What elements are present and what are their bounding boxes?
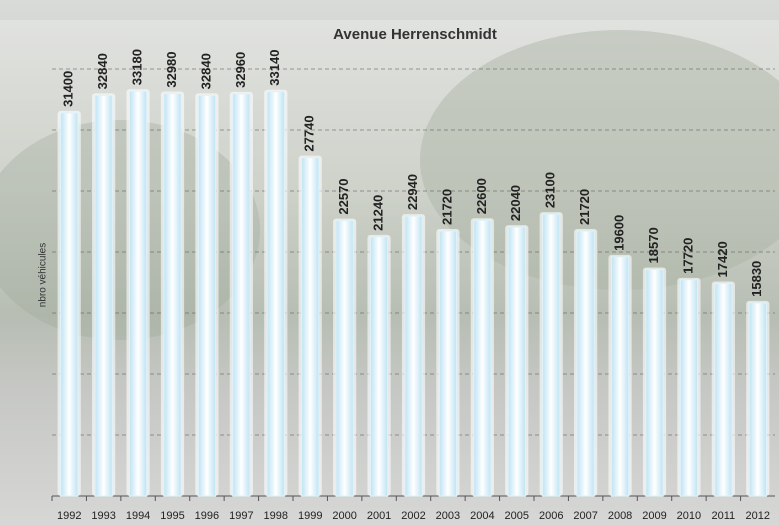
x-tick-label: 2001 [367,510,391,522]
data-label: 23100 [543,172,558,208]
x-tick-label: 2003 [436,510,460,522]
bar [404,215,423,497]
bar [714,282,733,497]
x-tick-label: 2004 [470,510,494,522]
bar [369,236,389,497]
x-tick-label: 1993 [91,510,115,522]
bar [542,213,561,497]
x-tick-label: 1997 [229,510,253,522]
bar [748,302,767,497]
chart-title: Avenue Herrenschmidt [333,26,497,43]
bar [197,94,217,497]
bar [60,112,79,497]
x-tick-label: 1992 [57,510,81,522]
x-tick-label: 2006 [539,510,563,522]
x-tick-label: 1995 [160,510,184,522]
data-label: 33140 [267,50,282,86]
data-label: 17420 [715,241,730,277]
x-tick-label: 2009 [642,510,666,522]
bar [473,219,492,497]
bar [266,91,285,497]
bar [645,268,664,497]
x-tick-label: 1998 [264,510,288,522]
x-tick-label: 2012 [746,510,770,522]
x-tick-label: 1994 [126,510,150,522]
data-label: 32960 [233,52,248,88]
y-axis-label: nbro véhicules [38,243,49,307]
data-label: 31400 [61,71,76,107]
bar [576,230,595,497]
bar [301,157,320,497]
bar [163,93,182,497]
x-tick-label: 2008 [608,510,632,522]
data-label: 33180 [130,49,145,85]
x-tick-label: 2011 [712,510,736,522]
data-label: 18570 [646,227,661,263]
data-label: 21720 [439,189,454,225]
data-label: 27740 [302,115,317,151]
data-label: 32980 [164,51,179,87]
x-tick-label: 2007 [573,510,597,522]
bar [335,220,354,497]
bar [94,94,113,497]
data-label: 22600 [474,178,489,214]
data-label: 32840 [95,53,110,89]
x-tick-label: 2002 [401,510,425,522]
x-tick-label: 2000 [332,510,356,522]
x-tick-label: 2005 [505,510,529,522]
data-label: 15830 [749,261,764,297]
bar [438,230,458,497]
data-label: 19600 [612,215,627,251]
trees [420,30,779,290]
data-label: 32840 [198,53,213,89]
bar [507,226,526,497]
bar [679,279,699,497]
x-tick-label: 1996 [195,510,219,522]
data-label: 17720 [680,238,695,274]
bar [610,256,630,497]
bar [128,90,148,497]
data-label: 21720 [577,189,592,225]
data-label: 22570 [336,178,351,214]
data-label: 22040 [508,185,523,221]
data-label: 22940 [405,174,420,210]
data-label: 21240 [371,195,386,231]
bar [232,93,251,497]
x-tick-label: 1999 [298,510,322,522]
x-tick-label: 2010 [677,510,701,522]
